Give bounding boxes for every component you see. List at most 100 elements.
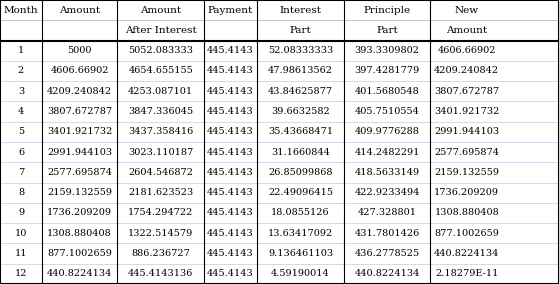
Text: 445.4143: 445.4143 — [207, 249, 254, 258]
Text: 3023.110187: 3023.110187 — [128, 148, 193, 157]
Bar — [0, 223, 559, 243]
Text: New: New — [454, 6, 479, 15]
Text: 445.4143: 445.4143 — [207, 87, 254, 96]
Text: 409.9776288: 409.9776288 — [354, 127, 420, 136]
Text: 1322.514579: 1322.514579 — [128, 229, 193, 238]
Text: 2991.944103: 2991.944103 — [434, 127, 499, 136]
Text: 1308.880408: 1308.880408 — [48, 229, 112, 238]
Bar — [0, 0, 559, 41]
Text: Month: Month — [4, 6, 38, 15]
Text: 9.136461103: 9.136461103 — [268, 249, 333, 258]
Text: 3807.672787: 3807.672787 — [434, 87, 499, 96]
Text: 43.84625877: 43.84625877 — [268, 87, 333, 96]
Text: 877.1002659: 877.1002659 — [434, 229, 499, 238]
Text: 35.43668471: 35.43668471 — [268, 127, 333, 136]
Text: 445.4143: 445.4143 — [207, 46, 254, 55]
Text: 5052.083333: 5052.083333 — [128, 46, 193, 55]
Bar — [0, 142, 559, 162]
Text: 4606.66902: 4606.66902 — [438, 46, 496, 55]
Text: 47.98613562: 47.98613562 — [268, 66, 333, 76]
Text: 2181.623523: 2181.623523 — [128, 188, 193, 197]
Text: Interest: Interest — [280, 6, 321, 15]
Text: 11: 11 — [15, 249, 27, 258]
Bar — [0, 122, 559, 142]
Bar — [0, 81, 559, 101]
Text: 3: 3 — [18, 87, 24, 96]
Text: 8: 8 — [18, 188, 24, 197]
Text: 2577.695874: 2577.695874 — [47, 168, 112, 177]
Text: 418.5633149: 418.5633149 — [354, 168, 420, 177]
Text: 1736.209209: 1736.209209 — [434, 188, 499, 197]
Text: 445.4143: 445.4143 — [207, 168, 254, 177]
Text: 445.4143: 445.4143 — [207, 269, 254, 278]
Text: 2577.695874: 2577.695874 — [434, 148, 499, 157]
Text: 2159.132559: 2159.132559 — [47, 188, 112, 197]
Text: 13.63417092: 13.63417092 — [268, 229, 333, 238]
Text: 2991.944103: 2991.944103 — [47, 148, 112, 157]
Text: 6: 6 — [18, 148, 24, 157]
Text: 18.0855126: 18.0855126 — [271, 208, 330, 218]
Text: 26.85099868: 26.85099868 — [268, 168, 333, 177]
Text: 445.4143: 445.4143 — [207, 229, 254, 238]
Text: 7: 7 — [18, 168, 24, 177]
Text: 3401.921732: 3401.921732 — [47, 127, 112, 136]
Text: 431.7801426: 431.7801426 — [354, 229, 420, 238]
Text: 3437.358416: 3437.358416 — [128, 127, 193, 136]
Text: 12: 12 — [15, 269, 27, 278]
Text: Part: Part — [290, 26, 311, 35]
Text: 445.4143: 445.4143 — [207, 188, 254, 197]
Text: 445.4143: 445.4143 — [207, 127, 254, 136]
Text: 4253.087101: 4253.087101 — [128, 87, 193, 96]
Text: 4.59190014: 4.59190014 — [271, 269, 330, 278]
Text: 4: 4 — [18, 107, 24, 116]
Text: 22.49096415: 22.49096415 — [268, 188, 333, 197]
Text: 393.3309802: 393.3309802 — [354, 46, 420, 55]
Text: 31.1660844: 31.1660844 — [271, 148, 330, 157]
Text: 427.328801: 427.328801 — [358, 208, 416, 218]
Text: 445.4143: 445.4143 — [207, 208, 254, 218]
Text: 440.8224134: 440.8224134 — [47, 269, 112, 278]
Text: 3847.336045: 3847.336045 — [128, 107, 193, 116]
Text: 3401.921732: 3401.921732 — [434, 107, 499, 116]
Text: 405.7510554: 405.7510554 — [354, 107, 420, 116]
Text: 877.1002659: 877.1002659 — [47, 249, 112, 258]
Bar — [0, 61, 559, 81]
Text: Principle: Principle — [363, 6, 411, 15]
Text: 397.4281779: 397.4281779 — [354, 66, 420, 76]
Text: 1754.294722: 1754.294722 — [128, 208, 193, 218]
Text: 4209.240842: 4209.240842 — [47, 87, 112, 96]
Bar — [0, 162, 559, 183]
Text: 4654.655155: 4654.655155 — [129, 66, 193, 76]
Text: 401.5680548: 401.5680548 — [355, 87, 419, 96]
Text: Part: Part — [376, 26, 398, 35]
Text: Amount: Amount — [446, 26, 487, 35]
Bar — [0, 264, 559, 284]
Text: Payment: Payment — [208, 6, 253, 15]
Text: 886.236727: 886.236727 — [131, 249, 190, 258]
Bar — [0, 243, 559, 264]
Text: 1: 1 — [18, 46, 24, 55]
Text: 436.2778525: 436.2778525 — [354, 249, 420, 258]
Text: 4606.66902: 4606.66902 — [50, 66, 109, 76]
Text: 440.8224134: 440.8224134 — [354, 269, 420, 278]
Text: 39.6632582: 39.6632582 — [271, 107, 330, 116]
Text: 4209.240842: 4209.240842 — [434, 66, 499, 76]
Text: 445.4143136: 445.4143136 — [128, 269, 193, 278]
Text: 445.4143: 445.4143 — [207, 66, 254, 76]
Bar — [0, 41, 559, 61]
Text: 3807.672787: 3807.672787 — [47, 107, 112, 116]
Text: 10: 10 — [15, 229, 27, 238]
Text: 422.9233494: 422.9233494 — [354, 188, 420, 197]
Text: 440.8224134: 440.8224134 — [434, 249, 499, 258]
Text: 445.4143: 445.4143 — [207, 107, 254, 116]
Text: After Interest: After Interest — [125, 26, 197, 35]
Bar — [0, 183, 559, 203]
Text: 2.18279E-11: 2.18279E-11 — [435, 269, 499, 278]
Text: 5000: 5000 — [68, 46, 92, 55]
Text: 414.2482291: 414.2482291 — [354, 148, 420, 157]
Text: 2159.132559: 2159.132559 — [434, 168, 499, 177]
Text: Amount: Amount — [59, 6, 100, 15]
Bar — [0, 203, 559, 223]
Bar — [0, 101, 559, 122]
Text: 2: 2 — [18, 66, 24, 76]
